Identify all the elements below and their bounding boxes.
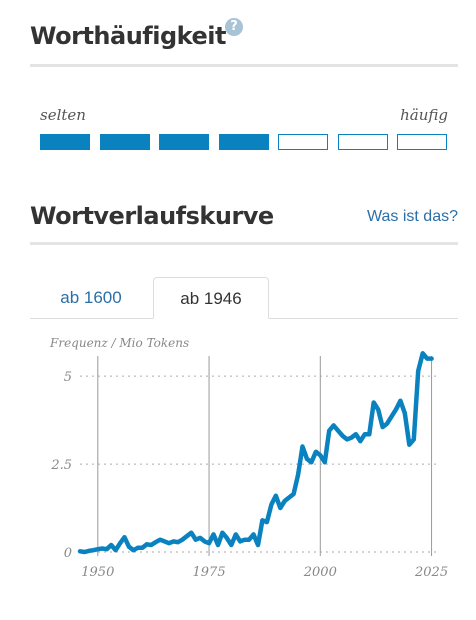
y-axis-label: Frequenz / Mio Tokens bbox=[49, 336, 189, 350]
question-icon[interactable]: ? bbox=[225, 18, 243, 36]
x-tick-label-2000: 2000 bbox=[303, 565, 337, 580]
frequency-section-title: Worthäufigkeit bbox=[30, 22, 226, 50]
tab-from-1600[interactable]: ab 1600 bbox=[60, 288, 122, 307]
y-tick-label-0: 0 bbox=[64, 546, 72, 561]
frequency-bar-5 bbox=[278, 134, 328, 150]
tab-from-1946[interactable]: ab 1946 bbox=[153, 277, 269, 319]
frequency-bar-4 bbox=[218, 134, 269, 150]
frequency-bar-2 bbox=[99, 134, 150, 150]
y-tick-label-2.5: 2.5 bbox=[50, 458, 72, 473]
x-tick-label-2025: 2025 bbox=[414, 565, 448, 580]
frequency-chart: Frequenz / Mio Tokens 1950 1975 2000 2025 0 2.… bbox=[49, 336, 448, 580]
frequency-bar-6 bbox=[337, 134, 388, 150]
x-tick-label-1950: 1950 bbox=[81, 565, 114, 580]
frequency-bar-7 bbox=[397, 134, 447, 150]
y-tick-label-5: 5 bbox=[64, 370, 72, 385]
what-is-this-link[interactable]: Was ist das? bbox=[367, 208, 458, 225]
frequency-high-label: häufig bbox=[400, 106, 448, 124]
frequency-series-line bbox=[77, 351, 434, 555]
curve-divider bbox=[30, 242, 458, 245]
frequency-bar-1 bbox=[40, 134, 90, 150]
x-tick-label-1975: 1975 bbox=[193, 565, 226, 580]
curve-section-title: Wortverlaufskurve bbox=[30, 202, 274, 230]
frequency-bar-3 bbox=[159, 134, 209, 150]
frequency-divider bbox=[30, 64, 458, 67]
frequency-low-label: selten bbox=[40, 106, 86, 124]
